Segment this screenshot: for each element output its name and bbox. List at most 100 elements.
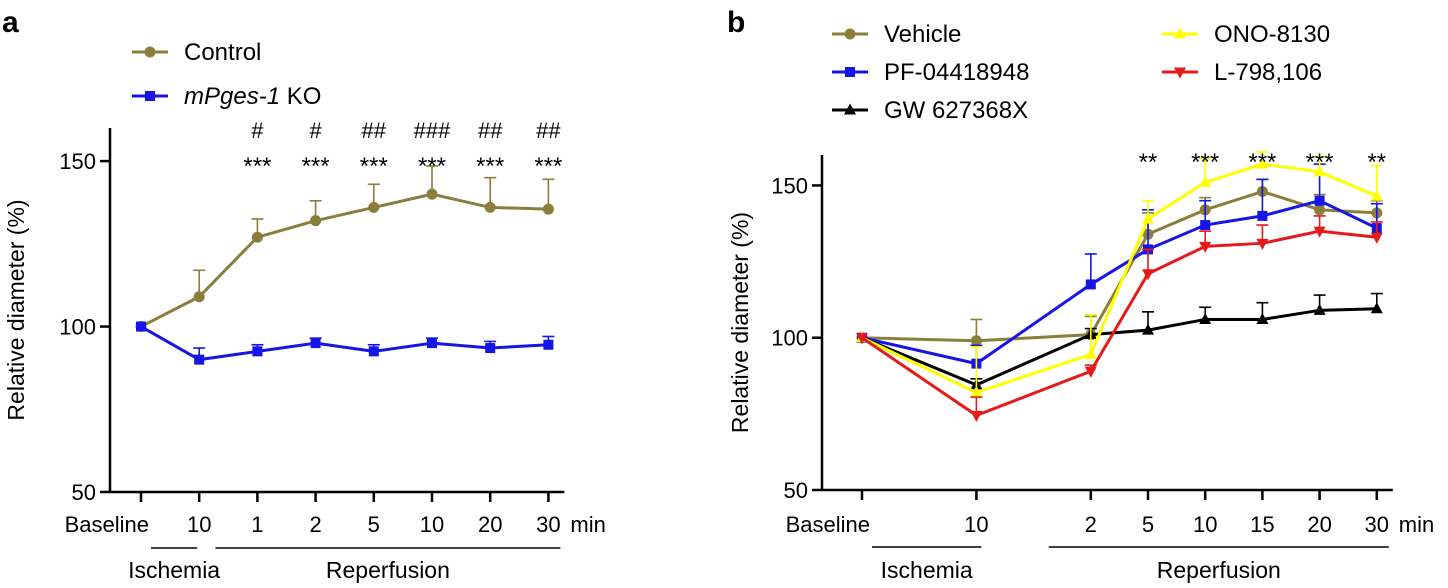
- star-annotation: ***: [302, 153, 330, 180]
- star-annotation: ***: [534, 153, 562, 180]
- series-line: [861, 229, 1377, 418]
- data-point: [1142, 212, 1154, 224]
- x-tick-label: 20: [1307, 512, 1331, 537]
- x-tick-label: Baseline: [65, 512, 149, 537]
- legend-marker: [144, 46, 156, 58]
- legend-marker: [1174, 27, 1186, 39]
- data-point: [1256, 157, 1269, 169]
- legend-label: L-798,106: [1214, 59, 1322, 86]
- hash-annotation: #: [251, 118, 264, 143]
- x-tick-label: 2: [309, 512, 321, 537]
- data-point: [970, 386, 983, 398]
- series-line: [861, 307, 1377, 387]
- hash-annotation: ###: [414, 118, 451, 143]
- data-point: [1199, 175, 1212, 187]
- series-ONO-8130: [856, 151, 1383, 398]
- group-label: Ischemia: [128, 557, 220, 583]
- legend-label: mPges-1 KO: [184, 83, 321, 110]
- y-tick-label: 50: [784, 478, 808, 503]
- x-tick-label: 30: [536, 512, 560, 537]
- legend-item: mPges-1 KO: [132, 83, 321, 110]
- x-tick-label: 20: [478, 512, 502, 537]
- data-point: [1314, 204, 1326, 216]
- y-tick-label: 100: [59, 315, 96, 340]
- legend-marker: [1174, 67, 1186, 79]
- hash-annotation: ##: [362, 118, 387, 143]
- x-unit-label: min: [1399, 512, 1434, 537]
- group-label: Reperfusion: [326, 557, 450, 583]
- star-annotation: ***: [243, 153, 271, 180]
- data-point: [1200, 220, 1211, 231]
- x-tick-label: 1: [251, 512, 263, 537]
- series-line: [140, 192, 549, 328]
- series-line: [861, 189, 1377, 343]
- star-annotation: ***: [1248, 149, 1276, 176]
- x-tick-label: 10: [964, 512, 988, 537]
- data-point: [970, 410, 983, 422]
- data-point: [1370, 302, 1383, 314]
- star-annotation: ***: [1191, 149, 1219, 176]
- data-point: [1256, 312, 1269, 324]
- legend: Vehicle PF-04418948 GW 627368X ONO-8130 L-79…: [832, 21, 1330, 124]
- series-Vehicle: [856, 178, 1383, 347]
- legend-label: Control: [184, 39, 261, 66]
- y-tick-label: 150: [59, 149, 96, 174]
- legend: Control mPges-1 KO: [132, 39, 321, 110]
- data-point: [193, 291, 205, 303]
- x-tick-label: 2: [1085, 512, 1097, 537]
- group-label: Ischemia: [881, 557, 973, 583]
- data-point: [252, 346, 263, 357]
- legend-label: PF-04418948: [884, 59, 1029, 86]
- data-point: [427, 338, 437, 349]
- data-point: [251, 231, 263, 243]
- series-L-798,106: [856, 215, 1383, 422]
- group-label: Reperfusion: [1157, 557, 1281, 583]
- data-point: [485, 343, 496, 354]
- star-annotation: ***: [1306, 149, 1334, 176]
- series-line: [861, 199, 1378, 366]
- data-point: [484, 201, 496, 213]
- data-point: [1314, 195, 1325, 206]
- star-annotation: ***: [360, 153, 388, 180]
- legend-item: ONO-8130: [1162, 21, 1330, 48]
- data-point: [856, 333, 868, 345]
- data-point: [1199, 241, 1212, 253]
- data-point: [136, 321, 146, 332]
- star-annotation: **: [1367, 149, 1386, 176]
- hash-annotation: #: [309, 118, 322, 143]
- data-point: [1313, 303, 1326, 315]
- legend-marker: [845, 67, 855, 77]
- legend-label: GW 627368X: [884, 97, 1028, 124]
- y-tick-label: 100: [771, 326, 808, 351]
- x-tick-label: 10: [187, 512, 211, 537]
- y-axis-label: Relative diameter (%): [727, 212, 753, 433]
- series-Control: [135, 165, 555, 333]
- x-tick-label: 30: [1365, 512, 1389, 537]
- star-annotation: **: [1139, 149, 1158, 176]
- legend-item: Control: [132, 39, 261, 66]
- data-point: [1313, 165, 1326, 177]
- star-annotation: ***: [418, 153, 446, 180]
- data-point: [1142, 269, 1154, 281]
- legend-marker: [844, 103, 856, 115]
- panel-b: b 50 100 150 Relative diameter (%) Baseline 10…: [727, 6, 1434, 583]
- legend-item: PF-04418948: [832, 59, 1029, 86]
- panel-letter: a: [2, 6, 19, 39]
- y-tick-label: 50: [72, 480, 96, 505]
- legend-label: ONO-8130: [1214, 21, 1330, 48]
- y-axis-label: Relative diameter (%): [3, 199, 29, 420]
- star-annotation: ***: [476, 153, 504, 180]
- data-point: [543, 339, 554, 350]
- legend-marker: [145, 91, 155, 101]
- series-GW 627368X: [856, 292, 1383, 390]
- x-tick-label: 10: [420, 512, 444, 537]
- legend-item: GW 627368X: [832, 97, 1028, 124]
- series-line: [861, 162, 1378, 395]
- data-point: [1256, 238, 1269, 250]
- series-mPges-1 KO: [136, 321, 555, 365]
- data-point: [1199, 312, 1212, 324]
- panel-a: a 50 100 150 Relative diameter (%) Baseline 10…: [2, 6, 606, 583]
- data-point: [1085, 279, 1096, 290]
- data-point: [368, 346, 379, 357]
- data-point: [310, 338, 321, 349]
